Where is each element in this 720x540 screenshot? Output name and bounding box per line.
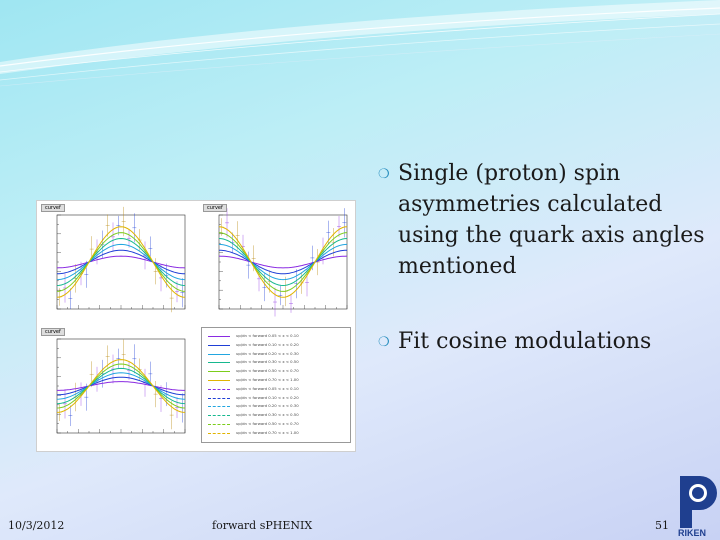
- legend-label: up/dn < forward 0.70 < x < 1.00: [236, 429, 299, 435]
- footer-text: forward sPHENIX: [212, 519, 313, 532]
- plot-svg-3: [56, 338, 186, 434]
- legend-label: up/dn < forward 0.20 < x < 0.30: [236, 403, 299, 409]
- legend-entry: up/dn < forward 0.70 < x < 1.00: [208, 376, 348, 384]
- legend-entry: up/dn < forward 0.30 < x < 0.50: [208, 411, 348, 419]
- legend-label: up/dn < forward 0.10 < x < 0.20: [236, 394, 299, 400]
- legend-entry: up/dn < forward 0.70 < x < 1.00: [208, 429, 348, 437]
- plot-panel-1: curvef: [39, 203, 189, 317]
- plot-svg-2: [218, 208, 348, 317]
- fit-curve: [218, 255, 348, 269]
- logo-text: RIKEN: [678, 528, 706, 538]
- plot-panel-2: curvef: [201, 203, 351, 317]
- legend-line-swatch: [208, 371, 230, 373]
- bullet-marker-icon: ❍: [378, 167, 390, 182]
- fit-curve: [218, 238, 348, 287]
- fit-curve: [56, 372, 186, 400]
- fit-curve: [56, 255, 186, 269]
- panel-title-1: curvef: [41, 204, 65, 212]
- fit-curve: [219, 249, 347, 275]
- page-number: 51: [655, 519, 669, 532]
- legend-label: up/dn < forward 0.05 < x < 0.10: [236, 385, 299, 391]
- bullet-text: Fit cosine modulations: [398, 329, 652, 354]
- fit-curve: [218, 226, 348, 298]
- bullet-item: ❍ Single (proton) spin asymmetries calcu…: [378, 158, 708, 282]
- fit-curve: [56, 359, 186, 413]
- plot-frame: [56, 214, 186, 310]
- legend-line-swatch: [208, 380, 230, 381]
- legend-entry: up/dn < forward 0.10 < x < 0.20: [208, 341, 348, 349]
- fit-curve: [218, 243, 348, 281]
- plot-panel-3: curvef: [39, 327, 189, 441]
- legend-line-swatch: [208, 415, 230, 417]
- legend-label: up/dn < forward 0.30 < x < 0.50: [236, 359, 299, 365]
- legend-entry: up/dn < forward 0.05 < x < 0.10: [208, 385, 348, 393]
- fit-curve: [56, 237, 186, 286]
- legend-entry: up/dn < forward 0.20 < x < 0.30: [208, 402, 348, 410]
- legend-label: up/dn < forward 0.50 < x < 0.70: [236, 421, 299, 426]
- legend-entry: up/dn < forward 0.50 < x < 0.70: [208, 367, 348, 375]
- legend-label: up/dn < forward 0.50 < x < 0.70: [236, 368, 299, 374]
- fit-curve: [56, 249, 186, 275]
- plot-frame: [56, 338, 186, 434]
- legend-line-swatch: [208, 388, 230, 390]
- legend-label: up/dn < forward 0.30 < x < 0.50: [236, 412, 299, 418]
- legend-line-swatch: [208, 397, 230, 399]
- legend-entry: up/dn < forward 0.30 < x < 0.50: [208, 358, 348, 366]
- fit-curve: [56, 232, 186, 292]
- footer-date: 10/3/2012: [8, 519, 65, 532]
- bullet-text: Single (proton) spin asymmetries calcula…: [398, 161, 705, 279]
- legend-entry: up/dn < forward 0.10 < x < 0.20: [208, 394, 348, 402]
- panel-title-3: curvef: [41, 328, 65, 336]
- legend-entry: up/dn < forward 0.20 < x < 0.30: [208, 350, 348, 358]
- asymmetry-figure: curvef curvef curvef up/dn < forward 0.0…: [36, 200, 356, 452]
- fit-curve: [218, 232, 348, 292]
- legend-entry: up/dn < forward 0.05 < x < 0.10: [208, 332, 348, 340]
- fit-curve: [56, 226, 186, 298]
- bullet-list: ❍ Single (proton) spin asymmetries calcu…: [378, 158, 708, 357]
- bullet-marker-icon: ❍: [378, 335, 390, 350]
- legend-label: up/dn < forward 0.20 < x < 0.30: [236, 350, 299, 356]
- riken-logo: RIKEN: [678, 476, 717, 538]
- legend-line-swatch: [208, 432, 230, 434]
- fit-curve: [56, 363, 186, 409]
- legend-line-swatch: [208, 406, 230, 408]
- legend-label: up/dn < forward 0.70 < x < 1.00: [236, 377, 299, 382]
- legend-line-swatch: [208, 362, 230, 364]
- bullet-item: ❍ Fit cosine modulations: [378, 326, 708, 357]
- panel-title-2: curvef: [203, 204, 227, 212]
- legend-line-swatch: [208, 424, 230, 425]
- legend-label: up/dn < forward 0.05 < x < 0.10: [236, 333, 299, 338]
- fit-curve: [56, 243, 186, 281]
- plot-frame: [218, 214, 348, 310]
- fit-curve: [57, 381, 185, 391]
- legend-line-swatch: [208, 353, 230, 355]
- plot-legend: up/dn < forward 0.05 < x < 0.10 up/dn < f…: [201, 327, 351, 443]
- fit-curve: [56, 367, 186, 405]
- plot-svg-1: [56, 206, 186, 313]
- legend-line-swatch: [208, 336, 230, 337]
- legend-entry: up/dn < forward 0.50 < x < 0.70: [208, 420, 348, 428]
- legend-label: up/dn < forward 0.10 < x < 0.20: [236, 341, 299, 347]
- legend-line-swatch: [208, 344, 230, 346]
- fit-curve: [57, 376, 185, 396]
- header-swoosh: [0, 0, 720, 87]
